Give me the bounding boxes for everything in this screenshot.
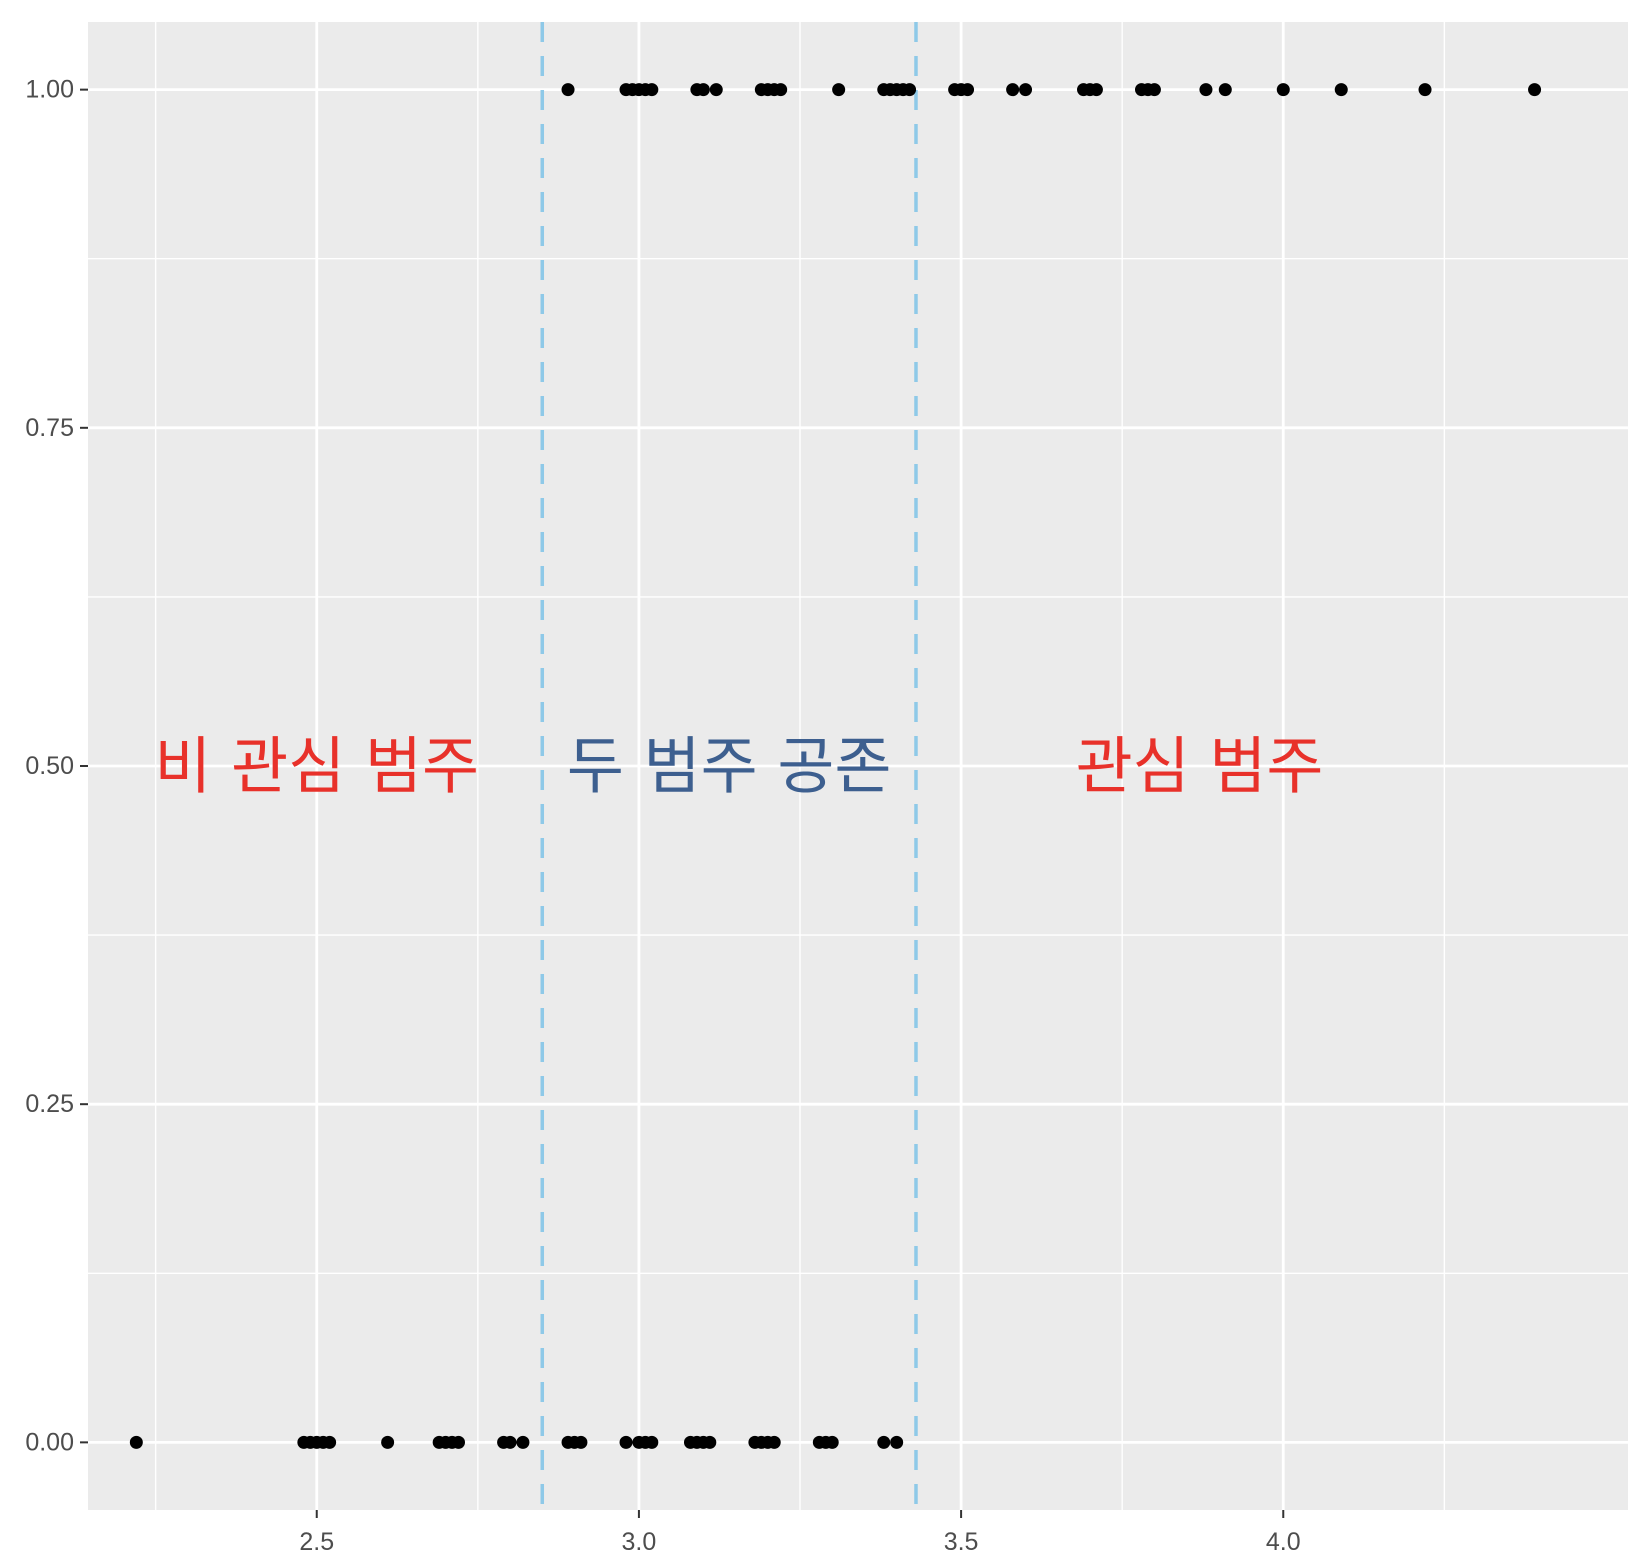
data-point [877, 1435, 891, 1449]
data-point [903, 83, 917, 97]
data-point [129, 1435, 143, 1449]
data-points [129, 83, 1542, 1449]
data-point [1276, 83, 1290, 97]
x-tick-label: 2.5 [299, 1528, 334, 1556]
data-point [516, 1435, 530, 1449]
y-tick-label: 0.75 [25, 414, 74, 442]
data-point [1418, 83, 1432, 97]
y-tick-label: 0.00 [25, 1428, 74, 1456]
axes: 2.5 3.0 3.5 4.0 0.00 0.25 0.50 0.75 1.00 [25, 76, 1300, 1556]
data-point [1334, 83, 1348, 97]
data-point [709, 83, 723, 97]
data-point [1089, 83, 1103, 97]
data-point [1006, 83, 1020, 97]
data-point [703, 1435, 717, 1449]
y-tick-label: 0.25 [25, 1090, 74, 1118]
data-point [503, 1435, 517, 1449]
y-tick-label: 1.00 [25, 76, 74, 104]
region-label: 두 범주 공존 [567, 730, 892, 803]
data-point [1218, 83, 1232, 97]
data-point [767, 1435, 781, 1449]
data-point [774, 83, 788, 97]
data-point [825, 1435, 839, 1449]
region-label: 관심 범주 [1076, 730, 1324, 803]
data-point [961, 83, 975, 97]
y-tick-label: 0.50 [25, 752, 74, 780]
data-point [1528, 83, 1542, 97]
data-point [645, 1435, 659, 1449]
x-tick-label: 3.5 [944, 1528, 979, 1556]
data-point [323, 1435, 337, 1449]
data-point [890, 1435, 904, 1449]
data-point [832, 83, 846, 97]
region-labels: 비 관심 범주 두 범주 공존 관심 범주 [154, 730, 1323, 803]
data-point [574, 1435, 588, 1449]
region-label: 비 관심 범주 [154, 730, 479, 803]
major-gridlines [88, 22, 1628, 1510]
data-point [1147, 83, 1161, 97]
data-point [645, 83, 659, 97]
data-point [1019, 83, 1033, 97]
threshold-lines [540, 22, 918, 1510]
data-point [381, 1435, 395, 1449]
data-point [696, 83, 710, 97]
x-tick-label: 3.0 [622, 1528, 657, 1556]
data-point [561, 83, 575, 97]
x-tick-label: 4.0 [1266, 1528, 1301, 1556]
data-point [1199, 83, 1213, 97]
data-point [619, 1435, 633, 1449]
data-point [452, 1435, 466, 1449]
